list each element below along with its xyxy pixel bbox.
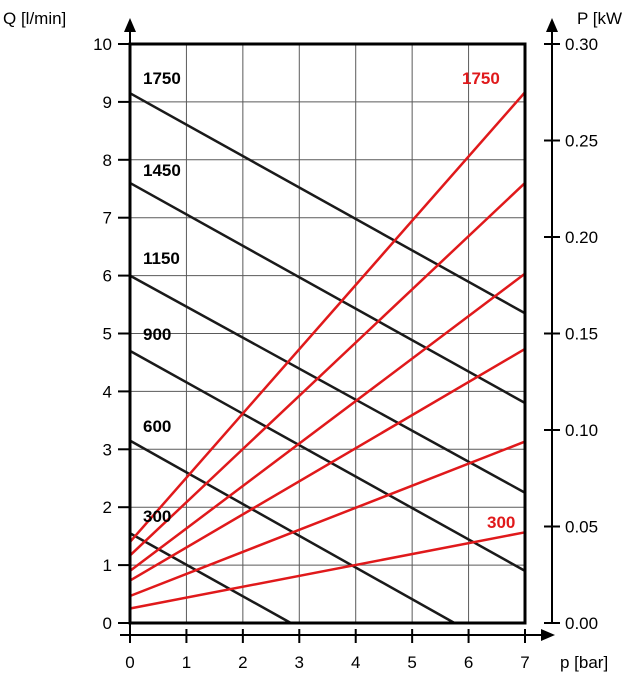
x-tick-label-3: 3	[295, 653, 304, 672]
flow-curve-900	[129, 349, 526, 572]
power-curve-3	[129, 347, 526, 582]
flow-label-1750: 1750	[143, 69, 181, 88]
x-tick-label-6: 6	[464, 653, 473, 672]
y2-tick-label-0.25: 0.25	[565, 132, 598, 151]
y-tick-label-1: 1	[103, 556, 112, 575]
flow-curve-300	[129, 532, 292, 625]
y-axis-title: Q [l/min]	[3, 9, 66, 28]
y2-tick-label-0.20: 0.20	[565, 228, 598, 247]
power-curve-1450	[129, 182, 526, 557]
power-curve-2	[129, 272, 526, 572]
x-axis-arrow	[541, 629, 555, 641]
x-tick-label-4: 4	[351, 653, 360, 672]
x-tick-label-1: 1	[182, 653, 191, 672]
flow-label-1450: 1450	[143, 161, 181, 180]
flow-curve-1750	[129, 92, 526, 315]
grid	[130, 44, 525, 623]
x-axis-title: p [bar]	[560, 653, 608, 672]
y-tick-label-9: 9	[103, 93, 112, 112]
power-curves	[129, 91, 526, 610]
y-tick-label-8: 8	[103, 151, 112, 170]
power-label-300: 300	[487, 513, 515, 532]
y2-tick-label-0.10: 0.10	[565, 421, 598, 440]
flow-curve-1450	[129, 181, 526, 405]
x-tick-label-5: 5	[407, 653, 416, 672]
flow-label-1150: 1150	[143, 249, 180, 268]
y2-tick-label-0.30: 0.30	[565, 35, 598, 54]
power-curve-300	[129, 531, 526, 610]
y-tick-label-7: 7	[103, 209, 112, 228]
power-label-1750: 1750	[462, 69, 500, 88]
y-tick-label-10: 10	[93, 35, 112, 54]
y-tick-label-6: 6	[103, 267, 112, 286]
y-tick-label-4: 4	[103, 382, 112, 401]
y2-axis-arrow	[546, 18, 558, 32]
power-curve-1750	[129, 91, 526, 543]
y-tick-label-0: 0	[103, 614, 112, 633]
flow-curve-1150	[129, 274, 526, 494]
axes: 0123456789100.000.050.100.150.200.250.30…	[93, 18, 598, 672]
y-tick-label-3: 3	[103, 440, 112, 459]
flow-label-900: 900	[143, 325, 171, 344]
power-curve-4	[129, 440, 526, 598]
y-tick-label-2: 2	[103, 498, 112, 517]
flow-label-300: 300	[143, 507, 171, 526]
y2-tick-label-0.15: 0.15	[565, 325, 598, 344]
x-tick-label-2: 2	[238, 653, 247, 672]
flow-label-600: 600	[143, 417, 171, 436]
y-axis-arrow	[124, 18, 136, 32]
y2-axis-title: P [kW	[577, 9, 622, 28]
x-tick-label-0: 0	[125, 653, 134, 672]
y2-tick-label-0.00: 0.00	[565, 614, 598, 633]
y2-tick-label-0.05: 0.05	[565, 518, 598, 537]
y-tick-label-5: 5	[103, 325, 112, 344]
x-tick-label-7: 7	[520, 653, 529, 672]
